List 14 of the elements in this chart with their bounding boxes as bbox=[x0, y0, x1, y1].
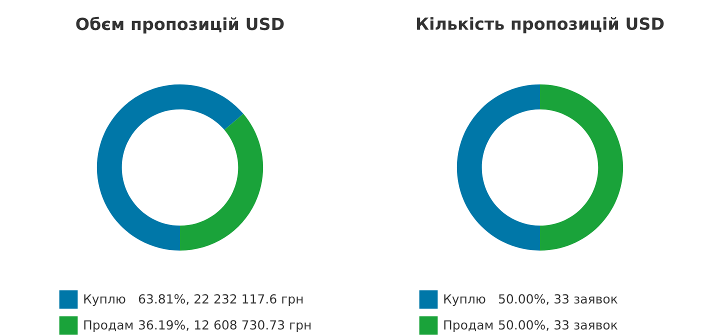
donut-slice bbox=[180, 114, 264, 251]
data-label: 36.19%, 12 608 730.73 грн bbox=[138, 320, 311, 332]
chart-title: Кількість пропозицій USD bbox=[416, 17, 664, 34]
legend-label: Куплю bbox=[444, 294, 486, 306]
data-label: 50.00%, 33 заявок bbox=[498, 320, 618, 331]
data-label: 63.81%, 22 232 117.6 грн bbox=[138, 294, 303, 306]
donut-slice bbox=[540, 84, 624, 251]
legend-label: Продам bbox=[444, 320, 493, 332]
legend-label: Куплю bbox=[84, 294, 126, 306]
donut-slice bbox=[96, 84, 244, 251]
legend-label: Продам bbox=[84, 320, 133, 332]
chart-title: Обєм пропозицій USD bbox=[76, 16, 284, 34]
donut-slice bbox=[456, 84, 540, 251]
data-label: 50.00%, 33 заявок bbox=[498, 294, 618, 305]
